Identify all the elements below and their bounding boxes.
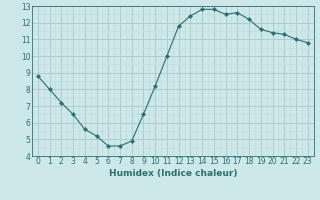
X-axis label: Humidex (Indice chaleur): Humidex (Indice chaleur) (108, 169, 237, 178)
